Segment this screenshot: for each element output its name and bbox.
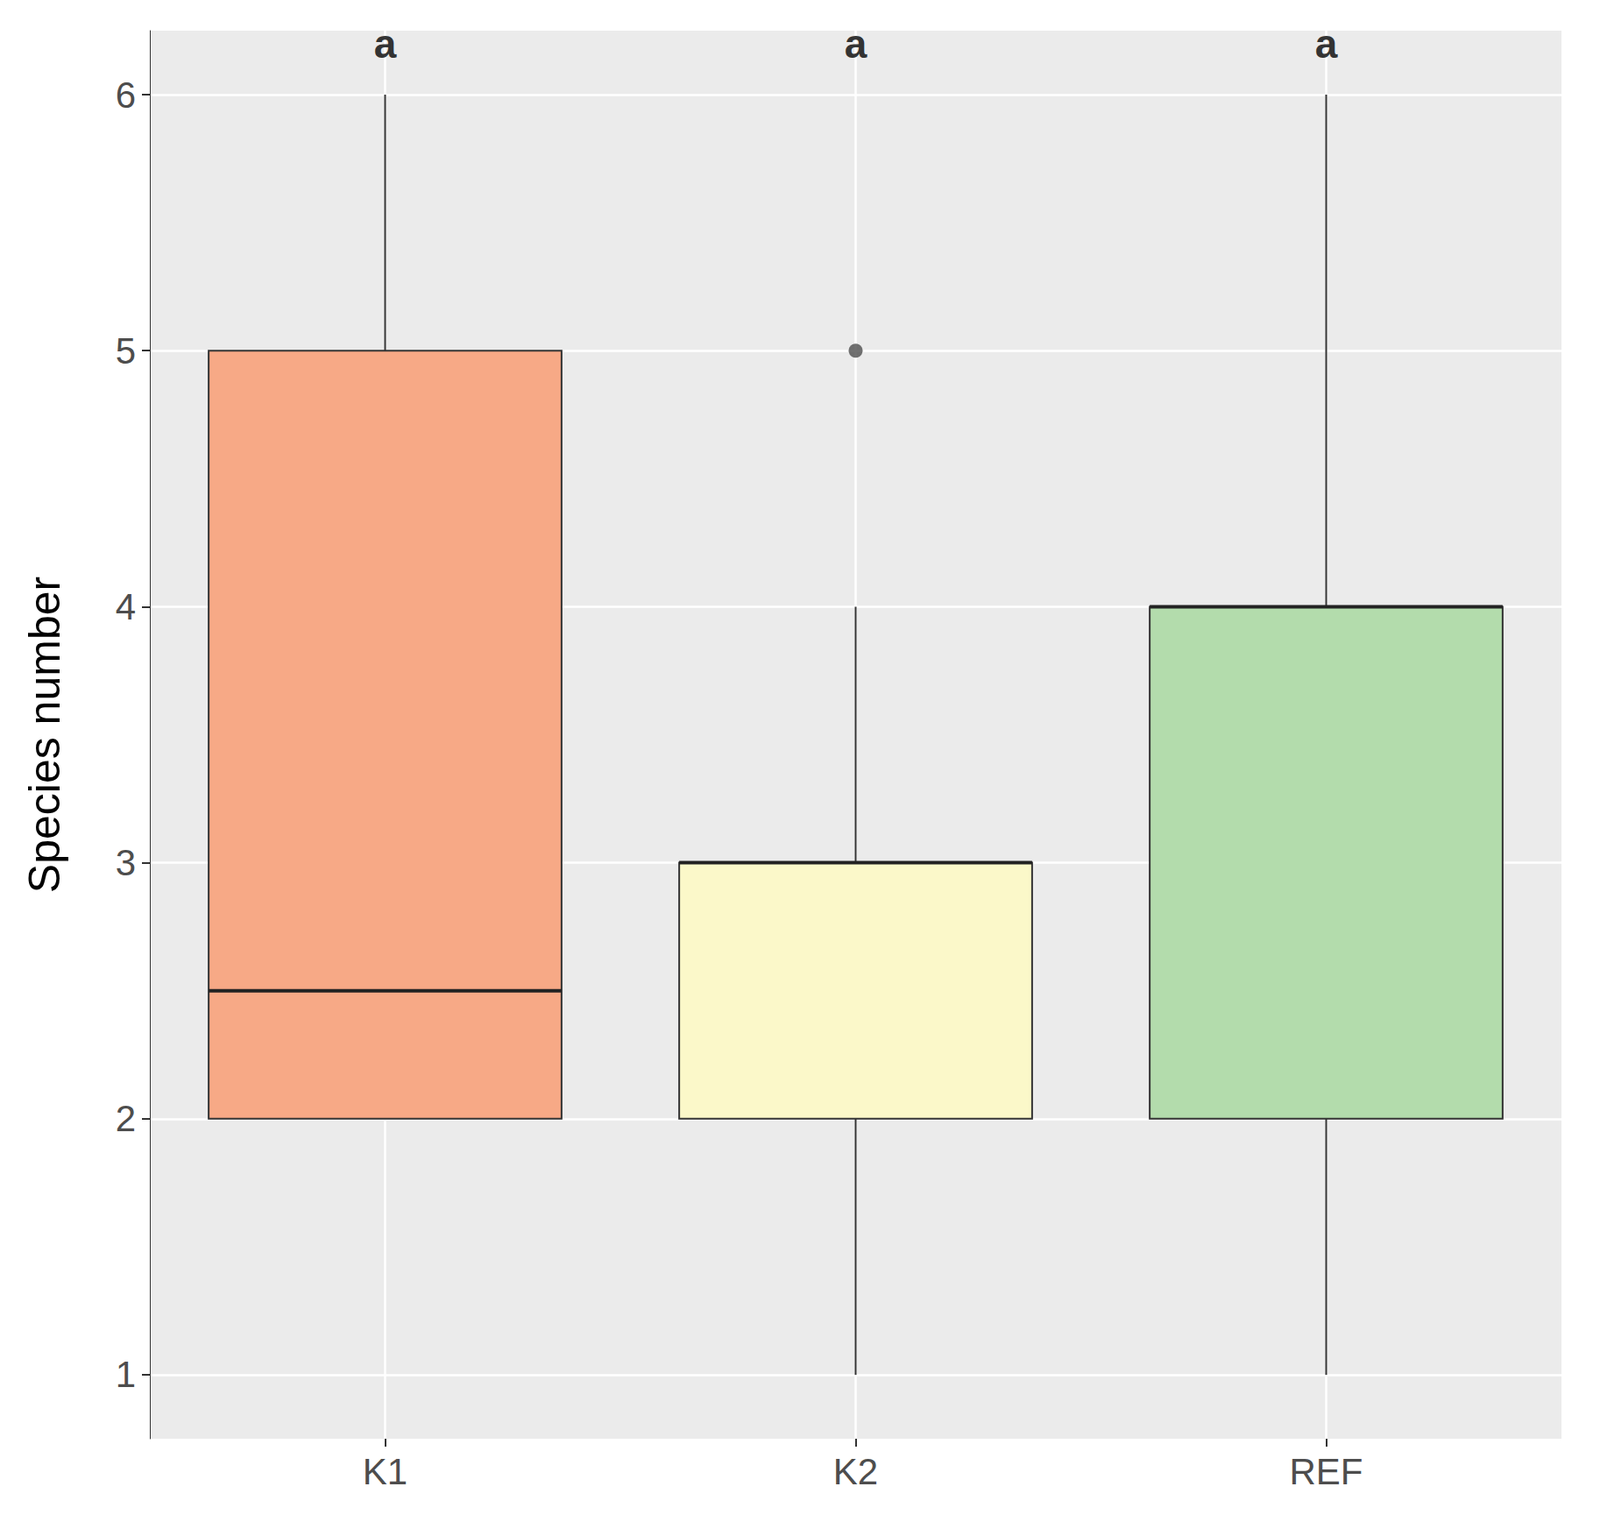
svg-text:a: a (1315, 21, 1339, 67)
svg-text:REF: REF (1289, 1451, 1364, 1493)
svg-text:5: 5 (115, 330, 136, 372)
svg-text:K2: K2 (833, 1451, 878, 1493)
svg-text:3: 3 (115, 842, 136, 884)
svg-text:2: 2 (115, 1097, 136, 1140)
svg-text:a: a (844, 21, 868, 67)
svg-text:6: 6 (115, 74, 136, 116)
svg-text:1: 1 (115, 1353, 136, 1395)
svg-text:Species number: Species number (20, 576, 70, 893)
svg-text:a: a (374, 21, 397, 67)
svg-text:K1: K1 (362, 1451, 408, 1493)
svg-text:4: 4 (115, 586, 136, 628)
